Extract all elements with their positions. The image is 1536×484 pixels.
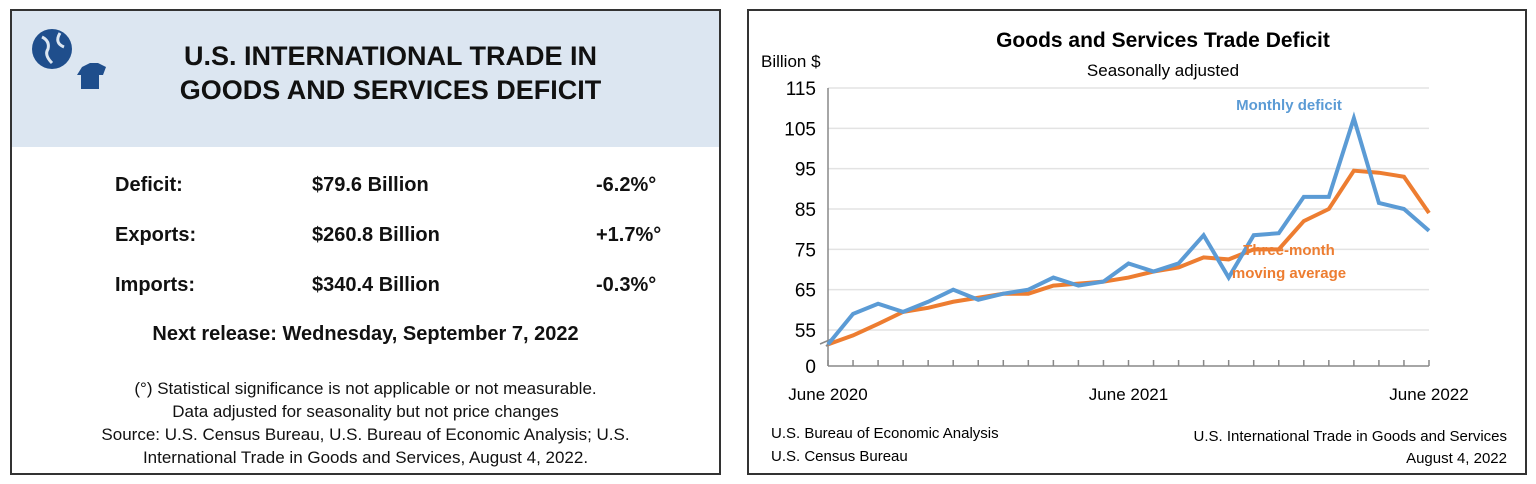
next-release: Next release: Wednesday, September 7, 20… [152,323,579,345]
y-tick-label: 95 [795,160,816,181]
note-line: International Trade in Goods and Service… [142,448,589,467]
y-tick-label: 65 [795,281,816,302]
x-tick-label: June 2022 [1389,385,1468,404]
chart-panel: Goods and Services Trade Deficit Seasona… [747,9,1527,475]
row-value: $79.6 Billion [312,174,429,196]
legend-monthly-deficit: Monthly deficit [1236,97,1342,114]
x-tick-label: June 2021 [1089,385,1168,404]
row-label: Exports: [115,224,197,246]
row-value: $340.4 Billion [312,274,440,296]
chart-title: Goods and Services Trade Deficit [996,29,1330,52]
footer-date: August 4, 2022 [1406,450,1507,467]
trade-deficit-chart: Goods and Services Trade Deficit Seasona… [761,29,1507,467]
summary-panel: U.S. INTERNATIONAL TRADE IN GOODS AND SER… [10,9,721,475]
y-axis-label: Billion $ [761,52,821,71]
note-line: Data adjusted for seasonality but not pr… [172,402,559,421]
summary-header: U.S. INTERNATIONAL TRADE IN GOODS AND SER… [12,11,719,147]
globe-icon [32,29,72,69]
y-tick-label: 105 [784,119,816,140]
globe-tshirt-logo [32,29,106,89]
series-line [827,168,1431,347]
y-tick-label: 75 [795,240,816,261]
summary-title: U.S. INTERNATIONAL TRADE IN GOODS AND SER… [179,41,602,105]
note-line: Source: U.S. Census Bureau, U.S. Bureau … [101,425,630,444]
row-change: -6.2%° [596,174,657,196]
y-tick-label: 55 [795,321,816,342]
row-label: Deficit: [115,174,183,196]
tshirt-icon [77,63,106,89]
legend-moving-average-line2: moving average [1232,265,1346,282]
row-label: Imports: [115,274,195,296]
legend-moving-average-line1: Three-month [1243,242,1335,259]
row-change: +1.7%° [596,224,662,246]
y-tick-label: 0 [805,357,816,378]
x-tick-label: June 2020 [788,385,867,404]
footer-source: U.S. Bureau of Economic Analysis [771,425,999,442]
footer-source: U.S. Census Bureau [771,448,908,465]
note-line: (°) Statistical significance is not appl… [134,379,597,398]
y-tick-label: 115 [786,79,816,100]
chart-subtitle: Seasonally adjusted [1087,61,1239,80]
y-tick-label: 85 [795,200,816,221]
row-change: -0.3%° [596,274,657,296]
row-value: $260.8 Billion [312,224,440,246]
footer-publication: U.S. International Trade in Goods and Se… [1193,428,1507,445]
